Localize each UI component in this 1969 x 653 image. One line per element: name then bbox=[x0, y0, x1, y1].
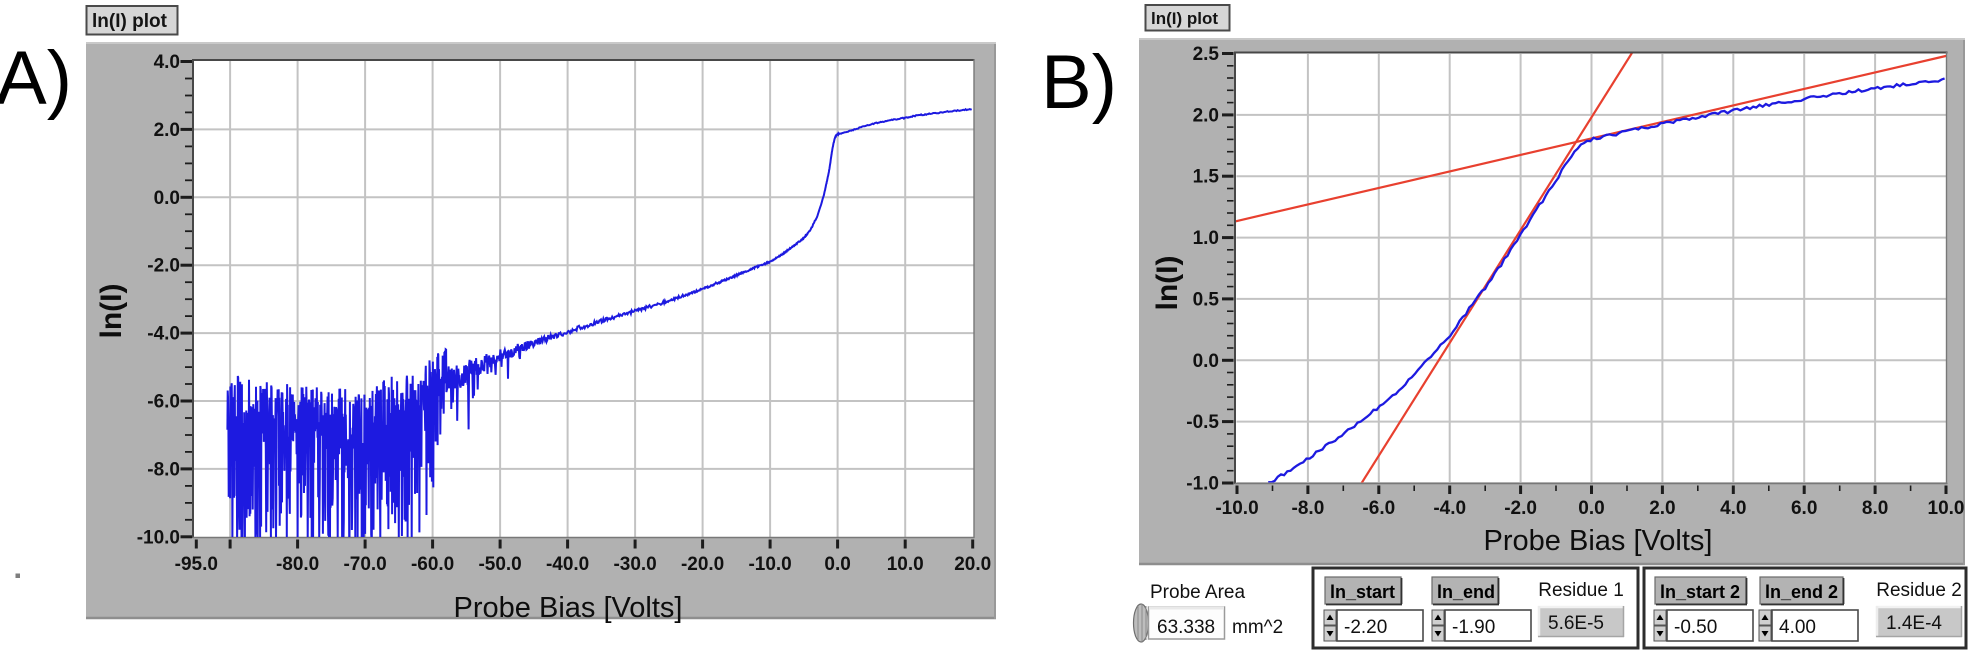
svg-text:0.0: 0.0 bbox=[1193, 351, 1219, 372]
svg-text:-4.0: -4.0 bbox=[147, 324, 180, 345]
svg-text:1.4E-4: 1.4E-4 bbox=[1886, 613, 1942, 634]
svg-text:-60.0: -60.0 bbox=[411, 554, 454, 575]
svg-text:ln_start: ln_start bbox=[1330, 582, 1395, 602]
svg-text:-70.0: -70.0 bbox=[343, 554, 386, 575]
svg-text:4.0: 4.0 bbox=[1720, 498, 1746, 519]
svg-text:ln(I) plot: ln(I) plot bbox=[92, 11, 168, 32]
svg-text:-30.0: -30.0 bbox=[613, 554, 656, 575]
svg-text:4.00: 4.00 bbox=[1779, 617, 1816, 638]
svg-text:ln_start 2: ln_start 2 bbox=[1660, 582, 1740, 602]
svg-text:ln(I): ln(I) bbox=[95, 284, 128, 339]
svg-text:-6.0: -6.0 bbox=[147, 392, 180, 413]
svg-text:5.6E-5: 5.6E-5 bbox=[1548, 613, 1604, 634]
svg-text:-2.0: -2.0 bbox=[147, 256, 180, 277]
svg-text:10.0: 10.0 bbox=[1928, 498, 1965, 519]
svg-text:2.5: 2.5 bbox=[1193, 44, 1220, 65]
svg-text:1.0: 1.0 bbox=[1193, 228, 1219, 249]
svg-text:-1.90: -1.90 bbox=[1452, 617, 1495, 638]
svg-text:ln(I) plot: ln(I) plot bbox=[1151, 9, 1218, 28]
svg-text:0.0: 0.0 bbox=[154, 188, 180, 209]
svg-text:B): B) bbox=[1041, 40, 1117, 125]
svg-text:-1.0: -1.0 bbox=[1186, 474, 1219, 495]
svg-text:6.0: 6.0 bbox=[1791, 498, 1817, 519]
svg-text:Probe Bias [Volts]: Probe Bias [Volts] bbox=[1484, 525, 1713, 557]
svg-text:-40.0: -40.0 bbox=[546, 554, 589, 575]
svg-text:-0.50: -0.50 bbox=[1674, 617, 1717, 638]
svg-text:-2.20: -2.20 bbox=[1344, 617, 1387, 638]
svg-text:0.0: 0.0 bbox=[1578, 498, 1604, 519]
svg-text:-4.0: -4.0 bbox=[1433, 498, 1466, 519]
svg-text:ln(I): ln(I) bbox=[1151, 256, 1184, 311]
svg-text:-0.5: -0.5 bbox=[1186, 412, 1219, 433]
svg-text:20.0: 20.0 bbox=[954, 554, 991, 575]
svg-text:-50.0: -50.0 bbox=[478, 554, 521, 575]
svg-text:4.0: 4.0 bbox=[154, 52, 180, 73]
svg-text:Probe Area: Probe Area bbox=[1150, 582, 1245, 603]
svg-text:-10.0: -10.0 bbox=[748, 554, 791, 575]
svg-text:-95.0: -95.0 bbox=[175, 554, 218, 575]
svg-text:10.0: 10.0 bbox=[887, 554, 924, 575]
svg-text:Probe Bias [Volts]: Probe Bias [Volts] bbox=[454, 592, 683, 624]
svg-text:63.338: 63.338 bbox=[1157, 617, 1215, 638]
svg-text:mm^2: mm^2 bbox=[1232, 617, 1283, 638]
svg-text:ln_end: ln_end bbox=[1437, 582, 1495, 602]
svg-text:2.0: 2.0 bbox=[1193, 105, 1219, 126]
svg-text:-8.0: -8.0 bbox=[1292, 498, 1325, 519]
svg-text:-2.0: -2.0 bbox=[1504, 498, 1537, 519]
svg-text:1.5: 1.5 bbox=[1193, 167, 1220, 188]
svg-text:0.5: 0.5 bbox=[1193, 289, 1220, 310]
svg-text:-20.0: -20.0 bbox=[681, 554, 724, 575]
svg-text:ln_end 2: ln_end 2 bbox=[1765, 582, 1838, 602]
svg-text:-6.0: -6.0 bbox=[1362, 498, 1395, 519]
svg-text:8.0: 8.0 bbox=[1862, 498, 1888, 519]
svg-text:-10.0: -10.0 bbox=[1215, 498, 1258, 519]
svg-text:2.0: 2.0 bbox=[1649, 498, 1675, 519]
svg-text:-8.0: -8.0 bbox=[147, 459, 180, 480]
svg-text:0.0: 0.0 bbox=[824, 554, 850, 575]
svg-text:Residue 1: Residue 1 bbox=[1538, 580, 1624, 601]
svg-text:2.0: 2.0 bbox=[154, 120, 180, 141]
svg-text:A): A) bbox=[0, 36, 72, 121]
svg-text:Residue 2: Residue 2 bbox=[1876, 580, 1962, 601]
svg-text:-80.0: -80.0 bbox=[276, 554, 319, 575]
svg-text:-10.0: -10.0 bbox=[137, 527, 180, 548]
